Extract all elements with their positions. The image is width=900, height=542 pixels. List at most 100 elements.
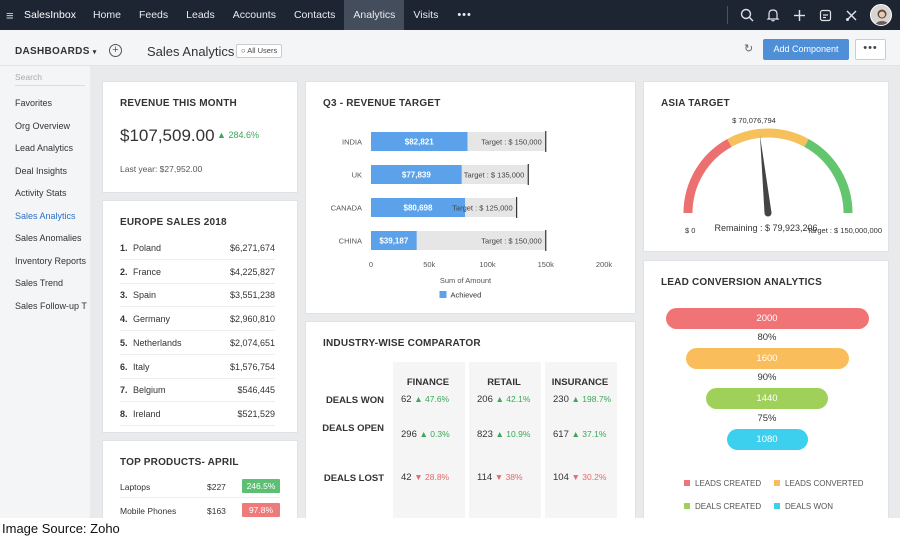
sidebar-search-input[interactable]: Search <box>15 72 85 86</box>
tab-accounts[interactable]: Accounts <box>232 9 276 21</box>
table-row: 4. Germany $2,960,810 <box>120 307 275 332</box>
europe-sales-card[interactable]: EUROPE SALES 2018 1. Poland $6,271,674 2. Fr… <box>102 200 298 433</box>
metric-change: 198.7% <box>582 394 612 404</box>
q3-revenue-target-card[interactable]: Q3 - REVENUE TARGET INDIA $82,821 Target :… <box>305 81 636 314</box>
tab-contacts[interactable]: Contacts <box>293 9 336 21</box>
sidebar-item-favorites[interactable]: Favorites <box>15 98 53 108</box>
metric-cell: 206 ▲ 42.1% <box>477 394 530 405</box>
product-name: Mobile Phones <box>120 506 177 516</box>
sales-value: $1,576,754 <box>229 361 275 372</box>
x-tick-label: 100k <box>479 260 496 269</box>
tab-leads[interactable]: Leads <box>186 9 215 21</box>
more-options-button[interactable]: ••• <box>855 39 886 60</box>
achieved-bar[interactable] <box>371 198 466 217</box>
metric-value: 114 <box>477 472 493 483</box>
rank-label: 6. <box>120 361 128 372</box>
revenue-card[interactable]: REVENUE THIS MONTH $107,509.00 ▲ 284.6% … <box>102 81 298 193</box>
last-year-value: Last year: $27,952.00 <box>120 164 203 174</box>
tab-home[interactable]: Home <box>92 9 121 21</box>
needle-value-label: $ 70,076,794 <box>732 116 776 125</box>
funnel-stage[interactable]: 1440 <box>706 388 828 409</box>
tools-icon[interactable] <box>838 0 864 30</box>
category-label: CHINA <box>339 237 362 246</box>
achieved-bar[interactable] <box>371 165 462 184</box>
image-source-caption: Image Source: Zoho <box>0 518 900 542</box>
up-arrow-icon: ▲ <box>419 429 431 439</box>
tab-feeds[interactable]: Feeds <box>138 9 169 21</box>
table-row: 7. Belgium $546,445 <box>120 378 275 403</box>
category-label: INDIA <box>342 138 362 147</box>
up-arrow-icon: ▲ <box>495 394 507 404</box>
dashboards-dropdown[interactable]: DASHBOARDS ▾ <box>15 46 97 57</box>
user-avatar[interactable] <box>870 4 892 26</box>
industry-comparator-card[interactable]: INDUSTRY-WISE COMPARATOR FINANCE RETAIL IN… <box>305 321 636 518</box>
calendar-icon[interactable] <box>812 0 838 30</box>
add-component-button[interactable]: Add Component <box>763 39 849 60</box>
lead-conversion-card[interactable]: LEAD CONVERSION ANALYTICS 2000 1600 1440 10… <box>643 260 889 518</box>
gauge-needle <box>759 135 772 214</box>
metric-cell: 104 ▼ 30.2% <box>553 472 606 483</box>
change-badge: 97.8% <box>242 503 280 517</box>
down-arrow-icon: ▼ <box>494 472 506 482</box>
down-arrow-icon: ▼ <box>571 472 583 482</box>
top-navigation-bar: ≡ SalesInbox Home Feeds Leads Accounts C… <box>0 0 900 30</box>
country-label: Germany <box>133 314 171 325</box>
rank-label: 5. <box>120 337 128 348</box>
more-tabs-button[interactable]: ••• <box>457 9 472 21</box>
add-dashboard-icon[interactable]: + <box>109 44 122 57</box>
search-icon[interactable] <box>734 0 760 30</box>
conversion-rate: 75% <box>757 413 777 424</box>
visibility-badge[interactable]: ○ All Users <box>236 44 283 58</box>
remaining-label: Remaining : $ 79,923,206 <box>714 223 818 233</box>
tab-visits[interactable]: Visits <box>413 9 439 21</box>
page-title: Sales Analytics <box>147 44 235 59</box>
sales-value: $2,074,651 <box>229 337 275 348</box>
plus-icon[interactable] <box>786 0 812 30</box>
metric-value: 42 <box>401 472 412 483</box>
sidebar-item-sales-analytics[interactable]: Sales Analytics <box>15 211 76 221</box>
funnel-stage[interactable]: 1600 <box>685 348 849 369</box>
metric-value: 104 <box>553 472 569 483</box>
sidebar-item-inventory-reports[interactable]: Inventory Reports <box>15 256 87 266</box>
column-header: RETAIL <box>487 377 521 388</box>
asia-target-gauge: $ 70,076,794 $ 0 Target : $ 150,000,000 <box>683 116 882 235</box>
conversion-rate: 80% <box>757 332 777 343</box>
sidebar-item-sales-trend[interactable]: Sales Trend <box>15 278 64 288</box>
metric-cell: 823 ▲ 10.9% <box>477 429 530 440</box>
legend-item: DEALS CREATED <box>684 502 761 511</box>
sidebar-item-activity-stats[interactable]: Activity Stats <box>15 188 67 198</box>
x-tick-label: 150k <box>538 260 555 269</box>
funnel-stage[interactable]: 1080 <box>726 429 808 450</box>
x-tick-label: 50k <box>423 260 435 269</box>
rank-label: 3. <box>120 290 128 301</box>
table-row: Laptops $227 246.5% <box>120 476 280 498</box>
top-products-card[interactable]: TOP PRODUCTS- APRIL Laptops $227 246.5% Mob… <box>102 440 298 518</box>
achieved-bar[interactable] <box>371 231 417 250</box>
asia-target-card[interactable]: ASIA TARGET $ 70,076,794 $ 0 Target : $ 15… <box>643 81 889 252</box>
target-label: Target : $ 135,000 <box>464 171 524 180</box>
achieved-bar[interactable] <box>371 132 468 151</box>
up-arrow-icon: ▲ <box>217 130 226 140</box>
rank-label: 8. <box>120 408 128 419</box>
dashboard-header: DASHBOARDS ▾ + Sales Analytics ○ All Use… <box>0 30 900 66</box>
brand-salesinbox[interactable]: SalesInbox <box>24 9 76 21</box>
legend-item: LEADS CONVERTED <box>774 479 864 488</box>
sidebar-item-org-overview[interactable]: Org Overview <box>15 121 71 131</box>
metric-cell: 296 ▲ 0.3% <box>401 429 450 440</box>
sidebar-item-sales-anomalies[interactable]: Sales Anomalies <box>15 233 82 243</box>
metric-change: 10.9% <box>506 429 531 439</box>
sales-value: $2,960,810 <box>229 314 275 325</box>
toolbar-icons <box>721 0 892 30</box>
bell-icon[interactable] <box>760 0 786 30</box>
column-header: FINANCE <box>406 377 450 388</box>
funnel-stage[interactable]: 2000 <box>665 308 869 329</box>
sidebar-item-lead-analytics[interactable]: Lead Analytics <box>15 143 74 153</box>
refresh-icon[interactable]: ↻ <box>744 43 754 55</box>
sidebar-item-deal-insights[interactable]: Deal Insights <box>15 166 68 176</box>
sidebar-item-sales-follow-up[interactable]: Sales Follow-up T <box>15 301 87 311</box>
tab-analytics[interactable]: Analytics <box>344 0 405 30</box>
dashboard-sidebar: Search Favorites Org Overview Lead Analy… <box>0 66 90 518</box>
legend-label: DEALS WON <box>785 502 834 511</box>
sales-value: $546,445 <box>237 385 275 396</box>
hamburger-menu-icon[interactable]: ≡ <box>6 7 14 23</box>
